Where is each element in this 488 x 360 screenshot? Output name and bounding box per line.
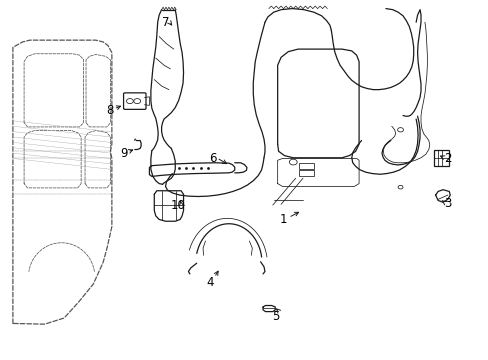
Bar — [433, 149, 448, 166]
Text: 8: 8 — [106, 104, 114, 117]
Text: 1: 1 — [279, 213, 286, 226]
Text: 5: 5 — [272, 310, 279, 323]
Text: 10: 10 — [170, 199, 185, 212]
Bar — [299, 170, 313, 176]
Text: 3: 3 — [444, 197, 451, 210]
Text: 4: 4 — [206, 276, 214, 289]
Text: 7: 7 — [162, 16, 169, 29]
Text: 2: 2 — [444, 152, 451, 165]
Text: 6: 6 — [209, 152, 216, 165]
Bar — [299, 163, 313, 169]
Text: 9: 9 — [120, 147, 127, 159]
